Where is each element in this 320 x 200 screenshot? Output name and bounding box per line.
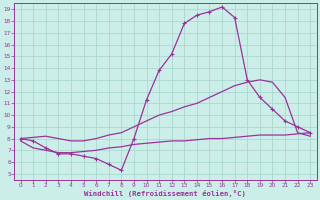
X-axis label: Windchill (Refroidissement éolien,°C): Windchill (Refroidissement éolien,°C) [84, 190, 246, 197]
